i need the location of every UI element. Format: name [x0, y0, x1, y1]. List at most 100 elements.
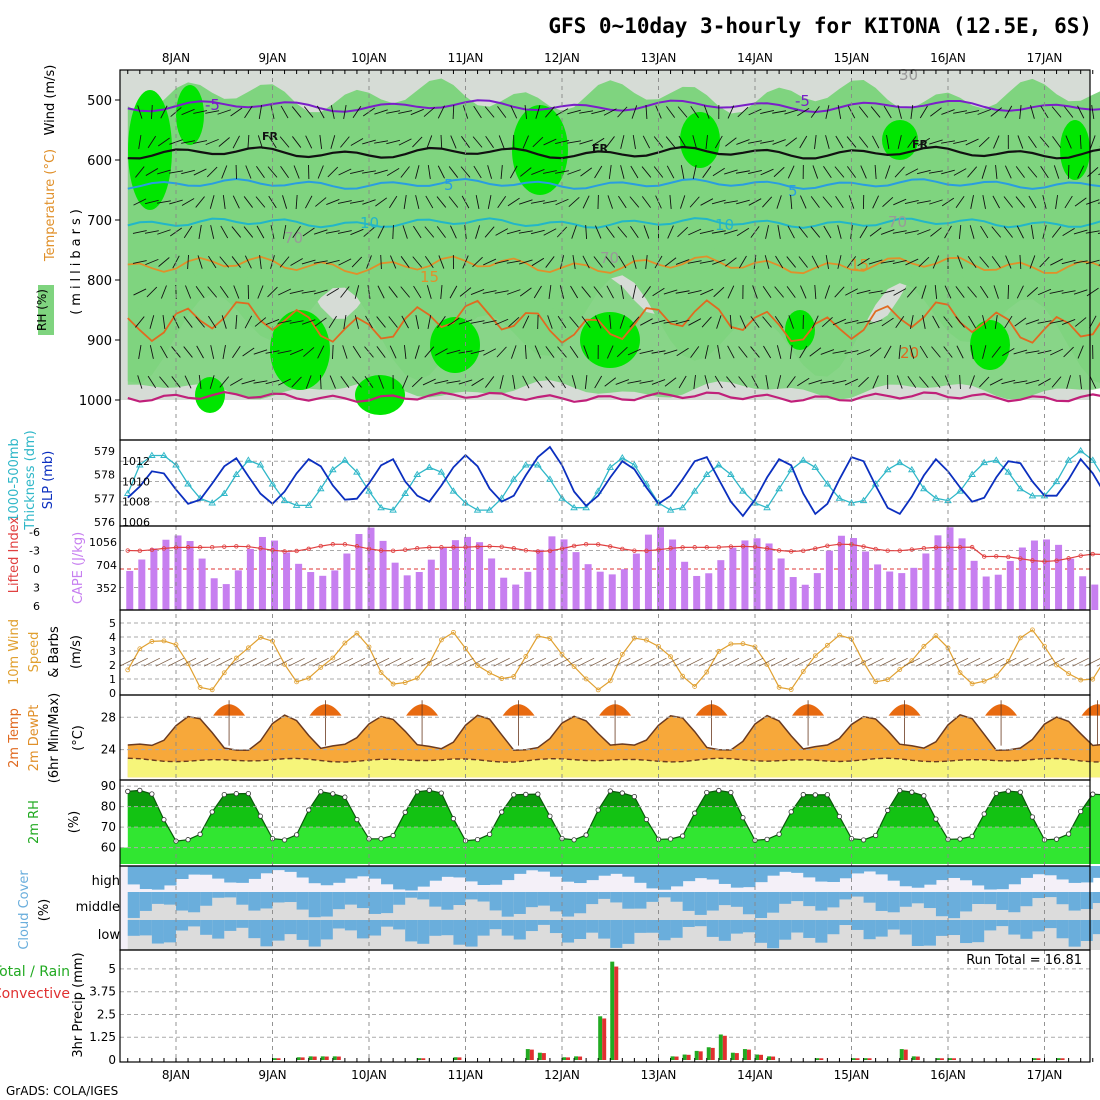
- cloud-high-bar: [513, 866, 527, 874]
- thickness-label-1: 1000-500mb: [7, 438, 22, 522]
- wind-barb: [1053, 165, 1060, 179]
- wind-barb: [1003, 196, 1014, 208]
- contour-label: 70: [888, 213, 907, 231]
- wind-speed-point: [294, 679, 300, 685]
- rh-high-patch: [785, 310, 815, 350]
- lifted-index-point: [825, 543, 830, 549]
- rh2m-point: [788, 809, 794, 815]
- wind-barb: [631, 105, 638, 119]
- wind-barb: [700, 288, 714, 296]
- thickness-point: [292, 501, 301, 508]
- cloud-middle-bar: [767, 892, 780, 913]
- wind-barb: [452, 104, 455, 120]
- wind-barb: [1055, 195, 1058, 209]
- wind-barb: [436, 226, 446, 238]
- wind-barb: [392, 224, 394, 240]
- wind-barb: [970, 195, 974, 209]
- wind-barb: [144, 199, 159, 205]
- thickness-tick-label: 579: [94, 445, 115, 458]
- wind-barb: [437, 165, 445, 179]
- cloud-high-bar: [308, 866, 322, 884]
- wind-barb: [762, 285, 772, 299]
- cloud-low-bar: [803, 920, 816, 938]
- wind-barb: [181, 108, 195, 116]
- precip-total-bar: [948, 1058, 952, 1060]
- wind-barb: [1024, 657, 1041, 667]
- wind-barb: [944, 285, 952, 299]
- rh2m-point: [860, 837, 867, 843]
- wind-barb: [450, 135, 457, 149]
- wind-speed-point: [354, 630, 360, 636]
- lifted-index-point: [1054, 558, 1059, 563]
- wind-speed-point: [993, 673, 999, 679]
- wind-barb: [630, 165, 639, 179]
- wind-barb: [979, 376, 990, 388]
- lifted-index-point: [921, 546, 927, 551]
- wind-speed-point: [885, 677, 891, 683]
- cape-bar: [608, 574, 616, 610]
- wind-barb: [932, 315, 940, 329]
- wind-barb: [1061, 259, 1076, 265]
- rh-high-patch: [270, 310, 330, 390]
- rh-legend-swatch: [38, 285, 54, 335]
- cape-bar: [994, 574, 1002, 610]
- wind-barb: [820, 380, 835, 384]
- cloud-middle-bar: [586, 892, 599, 905]
- wind-barb: [210, 345, 215, 359]
- lifted-index-point: [1078, 553, 1083, 558]
- wind-barb: [301, 290, 316, 294]
- wind-barb: [1061, 290, 1076, 294]
- wind-barb: [677, 226, 689, 238]
- wind-barb: [146, 286, 158, 298]
- wind-barb: [1085, 259, 1100, 265]
- wind-barb: [1066, 375, 1072, 389]
- wind-barb: [989, 378, 1003, 386]
- cloud-high-bar: [911, 866, 925, 888]
- rh2m-point: [330, 791, 336, 797]
- wind-barb: [824, 285, 831, 299]
- wind-barb: [518, 230, 533, 234]
- cloud-low-bar: [875, 920, 889, 937]
- wind-barb: [545, 106, 555, 118]
- thickness-point: [401, 489, 409, 496]
- wind-barb: [821, 316, 833, 328]
- wind-barb: [798, 226, 808, 238]
- wind-barb: [1096, 664, 1100, 667]
- cloud-layer-label: high: [92, 874, 120, 889]
- wind-barb: [699, 230, 714, 234]
- wind-barb: [727, 345, 735, 359]
- wind-barb: [665, 136, 676, 148]
- wind-barb: [883, 105, 892, 119]
- pressure-tick-label: 500: [87, 94, 112, 109]
- cape-bar: [319, 575, 327, 610]
- wind-barb: [232, 195, 240, 209]
- precip-total-bar: [742, 1049, 747, 1060]
- wind-barb: [919, 345, 928, 359]
- thickness-point: [811, 463, 820, 470]
- cloud-low-bar: [151, 920, 165, 944]
- cloud-low-bar: [453, 920, 466, 945]
- wind-barb: [698, 657, 715, 667]
- lifted-index-point: [668, 546, 673, 551]
- wind-barb: [155, 657, 173, 667]
- cloud-middle-bar: [646, 892, 659, 902]
- cape-bar: [1055, 544, 1063, 610]
- precip-conv-label: Convective: [0, 986, 70, 1002]
- wind-barb: [569, 316, 579, 328]
- wind-barb: [220, 225, 229, 239]
- cape-bar: [1030, 540, 1038, 610]
- wind-barb: [1089, 375, 1097, 389]
- wind-barb: [350, 228, 364, 236]
- wind-barb: [352, 105, 362, 119]
- wind-barb: [773, 166, 785, 178]
- wind-barb: [1051, 226, 1062, 238]
- rh2m-point: [571, 837, 577, 843]
- wind-barb: [183, 346, 193, 358]
- cloud-low-bar: [272, 920, 286, 941]
- wind-barb: [496, 346, 507, 358]
- wind-barb: [725, 257, 737, 267]
- cloud-middle-bar: [610, 892, 623, 903]
- cloud-middle-bar: [381, 892, 394, 914]
- precip-total-bar: [767, 1056, 772, 1060]
